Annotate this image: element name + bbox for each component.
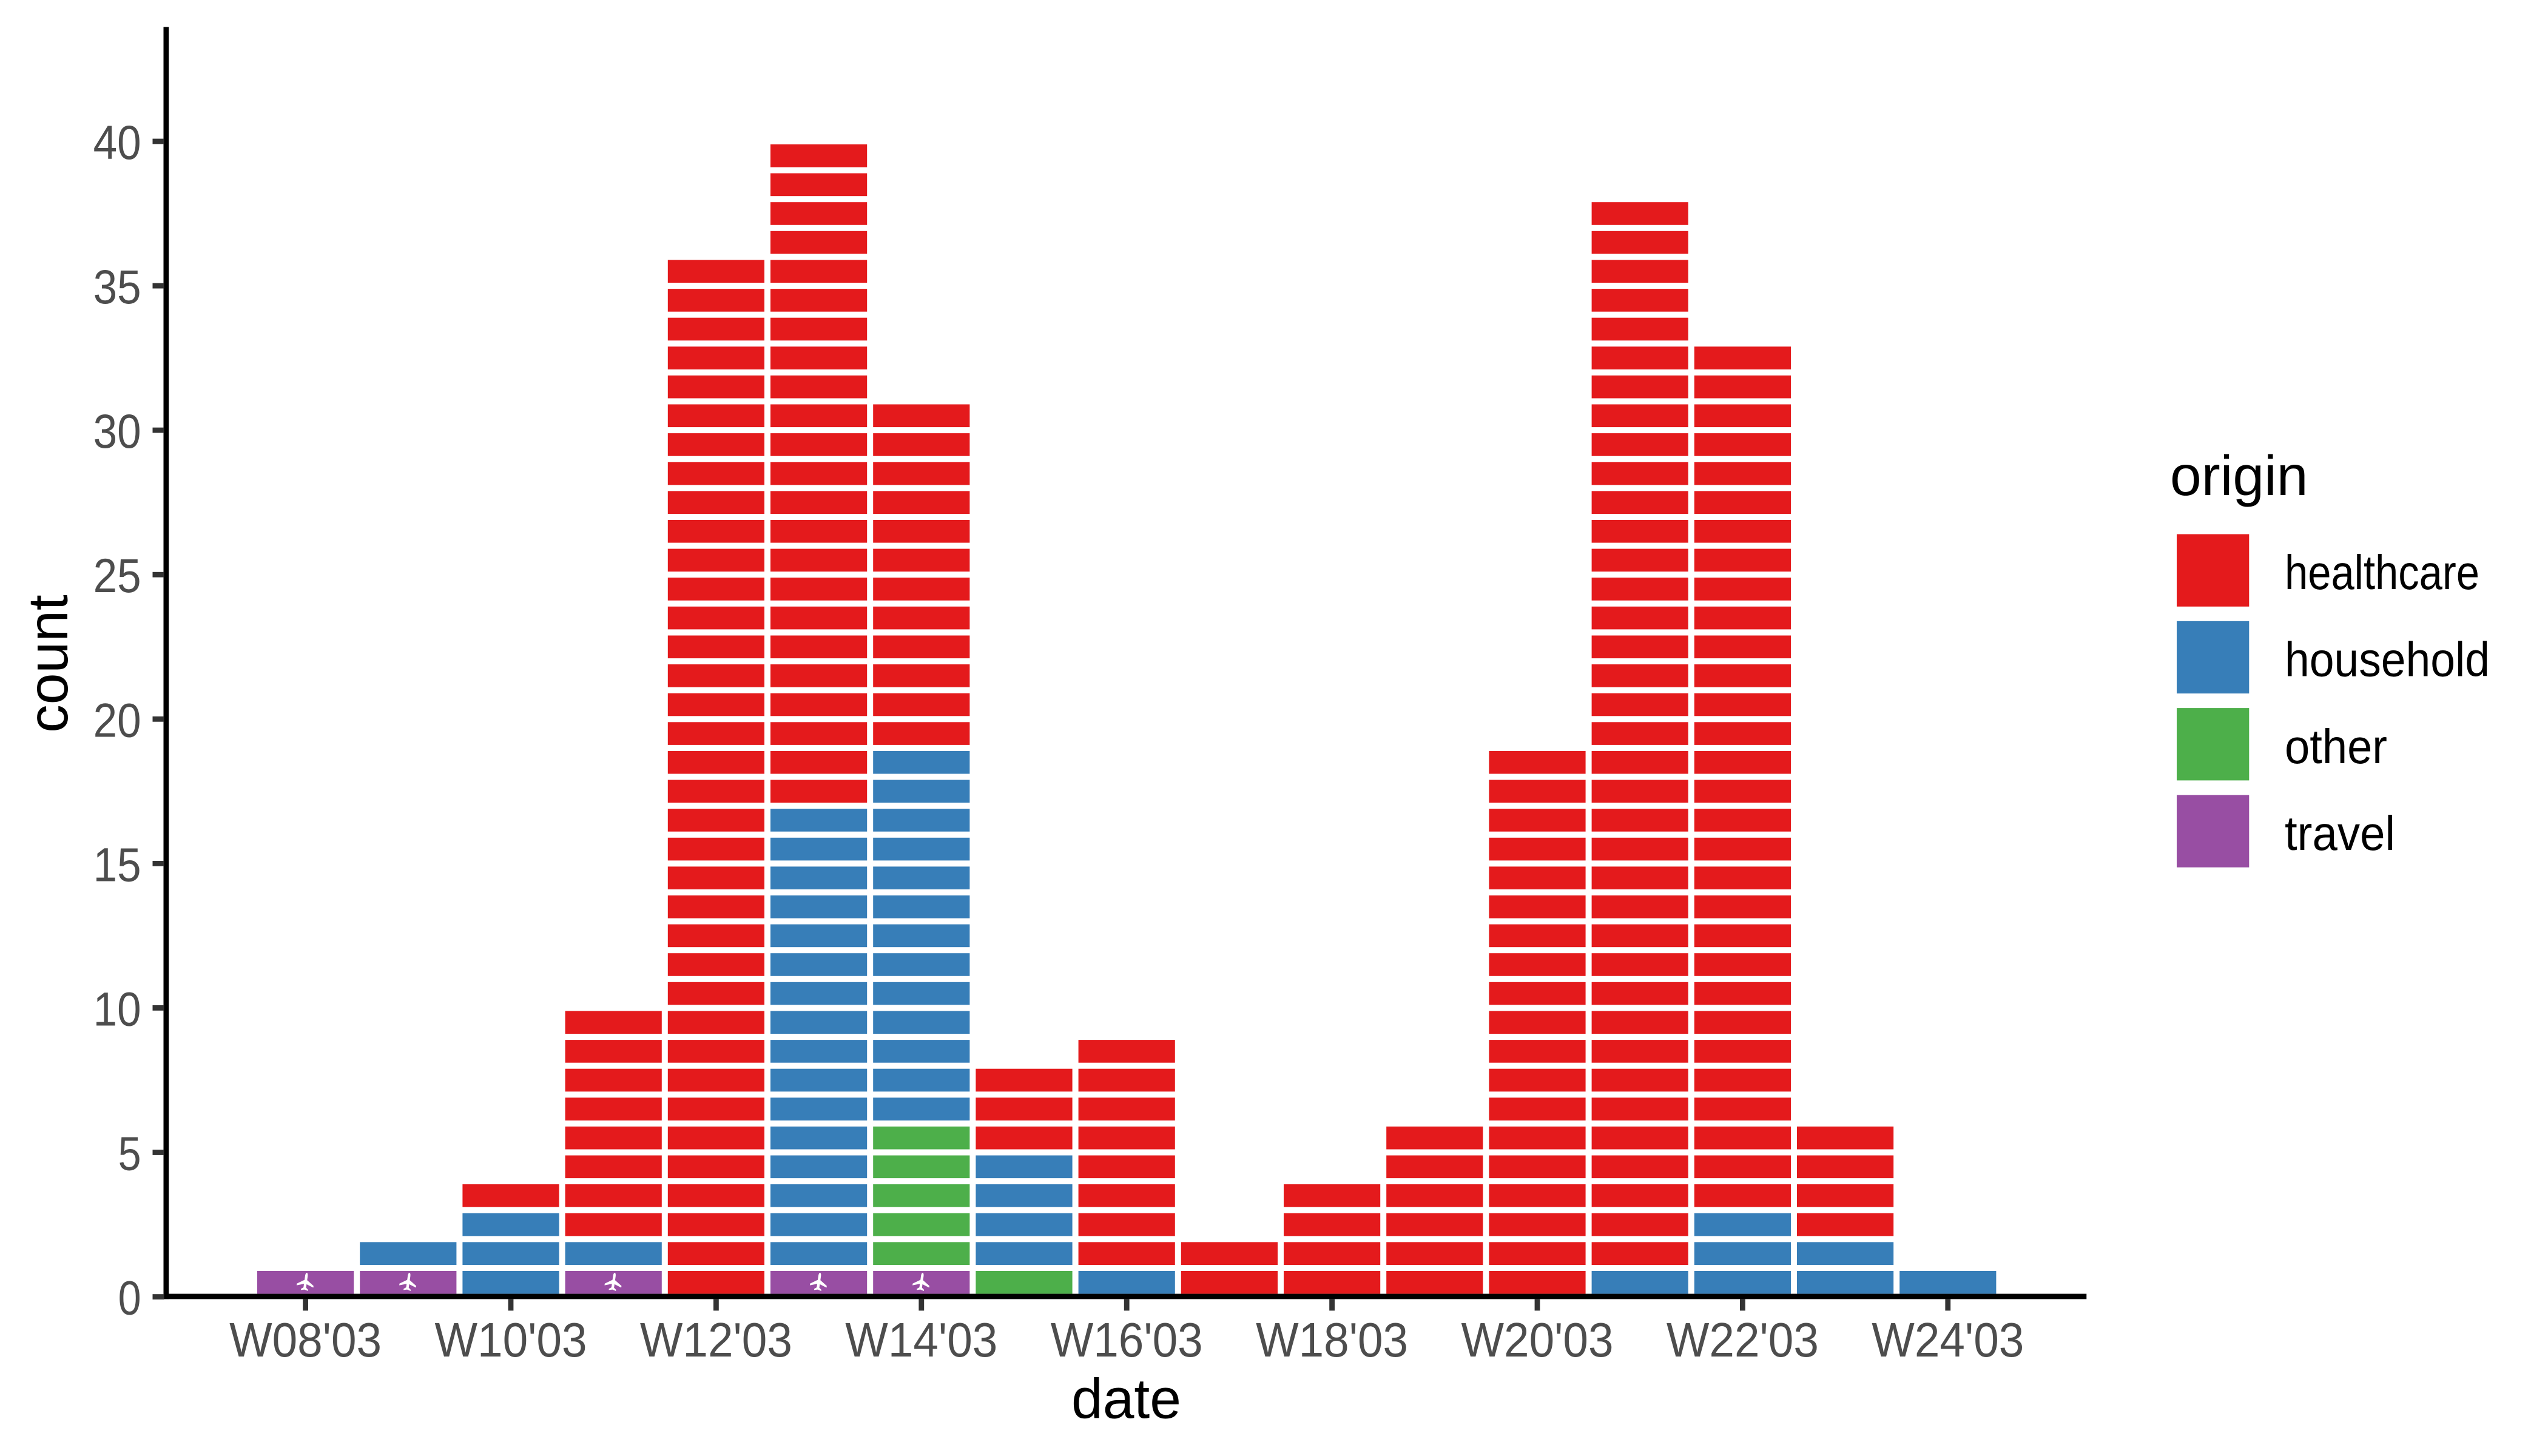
svg-text:travel: travel: [2285, 806, 2395, 860]
svg-text:40: 40: [93, 115, 141, 169]
svg-text:15: 15: [93, 837, 141, 891]
svg-text:10: 10: [93, 982, 141, 1036]
svg-text:W16'03: W16'03: [1051, 1313, 1203, 1367]
svg-text:origin: origin: [2170, 444, 2308, 507]
svg-text:20: 20: [93, 693, 141, 747]
svg-text:count: count: [16, 595, 79, 733]
svg-text:W12'03: W12'03: [640, 1313, 792, 1367]
svg-text:healthcare: healthcare: [2285, 545, 2479, 599]
svg-text:W20'03: W20'03: [1461, 1313, 1614, 1367]
svg-text:25: 25: [93, 548, 141, 602]
svg-text:W08'03: W08'03: [229, 1313, 382, 1367]
svg-text:35: 35: [93, 260, 141, 314]
svg-text:W18'03: W18'03: [1256, 1313, 1408, 1367]
svg-text:household: household: [2285, 633, 2490, 687]
svg-text:W10'03: W10'03: [435, 1313, 587, 1367]
svg-text:5: 5: [118, 1127, 141, 1181]
svg-text:W22'03: W22'03: [1667, 1313, 1819, 1367]
svg-text:0: 0: [118, 1271, 141, 1325]
svg-text:W24'03: W24'03: [1872, 1313, 2024, 1367]
svg-text:other: other: [2285, 720, 2387, 774]
svg-text:30: 30: [93, 404, 141, 458]
svg-text:date: date: [1071, 1367, 1181, 1431]
svg-text:W14'03: W14'03: [845, 1313, 997, 1367]
